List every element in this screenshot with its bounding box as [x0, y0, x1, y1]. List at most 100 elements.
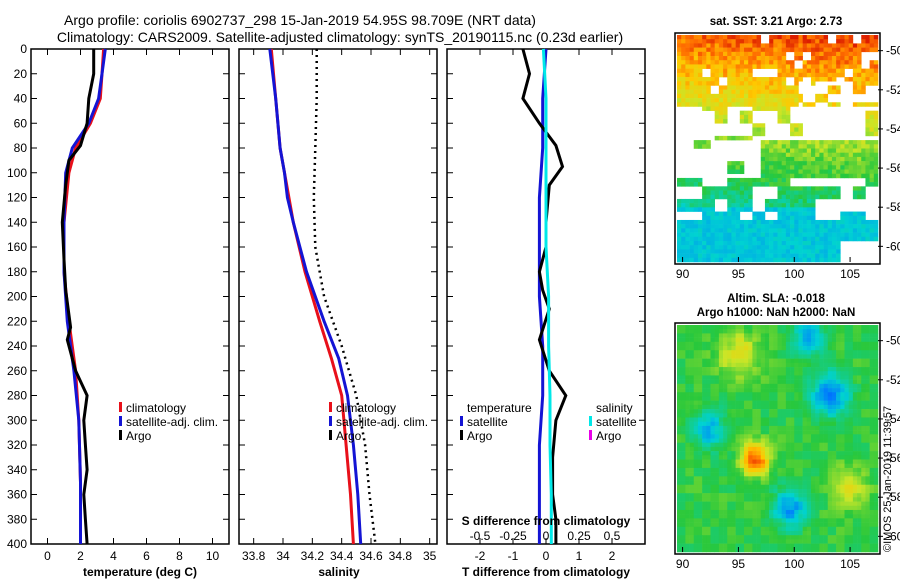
sla-cell	[827, 354, 833, 359]
sst-cell	[827, 224, 833, 229]
sst-cell	[681, 228, 686, 233]
sla-cell	[777, 446, 782, 452]
sst-cell	[777, 98, 782, 103]
sst-cell	[739, 77, 745, 82]
sla-cell	[811, 505, 816, 511]
sst-cell	[844, 144, 849, 149]
sla-cell	[819, 522, 824, 528]
sla-cell	[773, 497, 778, 502]
sla-cell	[831, 493, 837, 498]
sst-cell	[744, 224, 749, 229]
sla-cell	[677, 383, 682, 389]
sla-cell	[710, 451, 715, 456]
sla-cell	[861, 396, 866, 401]
sst-cell	[681, 60, 686, 65]
difference-xlabel-salinity: S difference from climatology	[462, 514, 631, 528]
sla-cell	[769, 354, 774, 359]
sla-cell	[731, 484, 736, 490]
sla-cell	[702, 358, 707, 364]
sla-cell	[764, 430, 770, 435]
sst-cell	[773, 169, 778, 175]
sst-cell	[714, 135, 720, 141]
sst-cell	[756, 51, 762, 57]
sst-cell	[769, 64, 774, 69]
sla-cell	[840, 505, 845, 511]
sla-cell	[873, 518, 879, 523]
sst-cell	[760, 43, 766, 48]
sst-cell	[685, 98, 690, 103]
sla-cell	[727, 451, 732, 456]
sla-cell	[861, 358, 866, 364]
sla-cell	[869, 354, 875, 359]
sla-cell	[815, 547, 820, 553]
sst-cell	[827, 140, 833, 145]
sst-cell	[861, 72, 866, 78]
sst-cell	[702, 203, 707, 208]
sla-cell	[869, 371, 875, 376]
sst-cell	[848, 39, 854, 44]
sst-cell	[769, 106, 774, 111]
sla-cell	[727, 346, 732, 351]
legend-label-sal-satellite: satellite	[596, 415, 637, 429]
sla-cell	[781, 417, 787, 422]
sla-cell	[756, 459, 762, 465]
sla-cell	[756, 421, 762, 427]
sst-cell	[689, 257, 695, 263]
sla-cell	[802, 442, 808, 448]
sst-cell	[831, 144, 837, 149]
sla-cell	[873, 346, 879, 351]
sla-cell	[790, 341, 795, 347]
sst-cell	[735, 194, 741, 200]
sla-cell	[857, 530, 862, 536]
sst-cell	[777, 64, 782, 69]
sla-cell	[718, 404, 724, 410]
sst-cell	[865, 165, 870, 170]
sla-cell	[811, 539, 816, 544]
sla-cell	[760, 404, 766, 410]
sla-cell	[714, 354, 720, 359]
sst-cell	[857, 224, 862, 229]
sst-cell	[760, 51, 766, 57]
sla-cell	[677, 371, 682, 376]
sla-cell	[727, 329, 732, 334]
sst-cell	[718, 110, 724, 116]
sla-cell	[760, 501, 766, 507]
sst-cell	[794, 173, 799, 179]
sst-cell	[852, 152, 858, 158]
sla-cell	[752, 354, 757, 359]
sla-cell	[718, 354, 724, 359]
sla-cell	[677, 421, 682, 427]
sla-cell	[844, 442, 849, 448]
sla-cell	[718, 430, 724, 435]
sla-cell	[769, 409, 774, 414]
sla-cell	[857, 459, 862, 465]
sst-cell	[815, 257, 820, 263]
sla-cell	[823, 434, 829, 439]
sla-cell	[760, 446, 766, 452]
sla-cell	[723, 547, 728, 553]
sst-cell	[693, 182, 699, 187]
sla-cell	[857, 514, 862, 519]
sst-cell	[727, 98, 732, 103]
sla-cell	[861, 434, 866, 439]
sst-cell	[760, 144, 766, 149]
sla-cell	[823, 379, 829, 385]
sst-cell	[693, 249, 699, 254]
sst-cell	[677, 72, 682, 78]
sst-cell	[785, 219, 791, 225]
sla-cell	[723, 472, 728, 477]
sst-cell	[697, 253, 703, 259]
sla-cell	[790, 379, 795, 385]
sla-cell	[873, 371, 879, 376]
sla-cell	[865, 463, 870, 469]
sla-cell	[773, 472, 778, 477]
sla-cell	[731, 325, 736, 330]
sst-cell	[714, 81, 720, 86]
sla-cell	[756, 463, 762, 469]
sst-cell	[840, 156, 845, 162]
sla-cell	[802, 497, 808, 502]
sla-cell	[794, 392, 799, 397]
sst-cell	[848, 140, 854, 145]
sst-cell	[777, 240, 782, 246]
sst-cell	[857, 77, 862, 82]
